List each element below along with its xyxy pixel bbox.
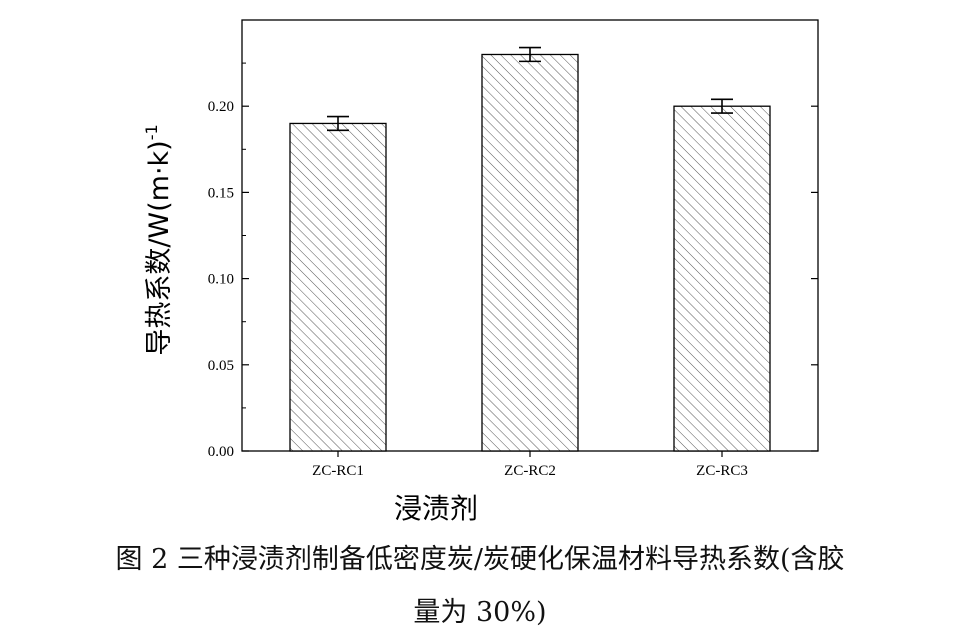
y-axis-title-superscript: -1 bbox=[142, 124, 161, 140]
x-tick-label: ZC-RC1 bbox=[312, 463, 364, 479]
x-tick-label: ZC-RC3 bbox=[696, 463, 748, 479]
y-tick-label: 0.15 bbox=[208, 185, 234, 201]
bars-group bbox=[289, 53, 771, 452]
bar-zc-rc2 bbox=[481, 53, 579, 452]
x-tick-label: ZC-RC2 bbox=[504, 463, 556, 479]
y-axis-title: 导热系数/W(m·k)-1 bbox=[142, 124, 175, 355]
error-bars-group bbox=[327, 46, 733, 132]
bar-chart: 0.000.050.100.150.20 ZC-RC1 ZC-RC2 ZC-RC3 … bbox=[142, 19, 819, 525]
x-axis: ZC-RC1 ZC-RC2 ZC-RC3 bbox=[312, 451, 748, 479]
figure-caption-line-1: 图 2 三种浸渍剂制备低密度炭/炭硬化保温材料导热系数(含胶 bbox=[115, 544, 845, 575]
y-axis: 0.00 0.05 0.10 0.15 0.20 bbox=[208, 62, 818, 460]
bar-zc-rc3 bbox=[673, 105, 771, 452]
figure-caption-line-2: 量为 30%) bbox=[413, 597, 547, 628]
x-axis-title: 浸渍剂 bbox=[394, 492, 478, 525]
y-axis-title-main: 导热系数/W(m·k) bbox=[144, 140, 175, 355]
y-tick-label: 0.00 bbox=[208, 444, 234, 460]
y-tick-label: 0.10 bbox=[208, 272, 234, 288]
bar-zc-rc1 bbox=[289, 122, 387, 452]
y-tick-label: 0.05 bbox=[208, 358, 234, 374]
y-tick-label: 0.20 bbox=[208, 99, 234, 115]
